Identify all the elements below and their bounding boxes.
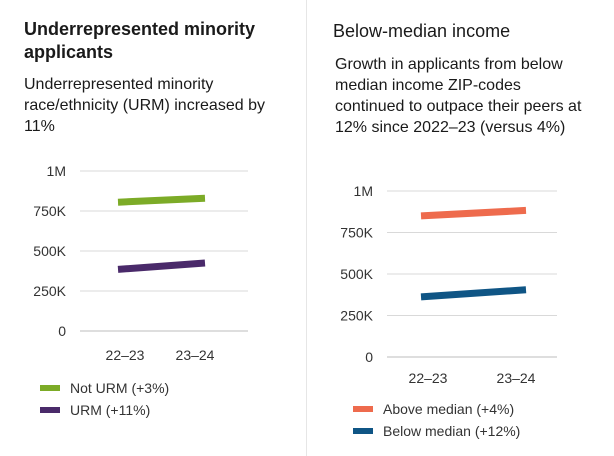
urm-y-tick-label: 1M — [47, 163, 66, 179]
income-panel: Below-median income Growth in applicants… — [307, 0, 614, 456]
urm-legend-label: URM (+11%) — [70, 402, 151, 418]
panel-divider — [306, 0, 307, 456]
income-chart-subtitle: Growth in applicants from below median i… — [335, 56, 582, 136]
income-legend-swatch — [353, 406, 373, 412]
urm-legend-item: URM (+11%) — [40, 399, 169, 421]
income-line-chart: 0 250K 500K 750K 1M 22–23 23–24 — [340, 183, 557, 386]
urm-legend: Not URM (+3%) URM (+11%) — [40, 377, 169, 421]
urm-series-line-2 — [117, 259, 206, 273]
income-y-tick-label: 500K — [340, 266, 373, 282]
urm-legend-swatch — [40, 407, 60, 413]
income-y-tick-label: 1M — [354, 183, 373, 199]
urm-chart-title: Underrepresented minority applicants — [24, 19, 256, 62]
income-legend-label: Below median (+12%) — [383, 423, 521, 439]
urm-y-tick-label: 250K — [33, 283, 66, 299]
income-y-tick-label: 250K — [340, 308, 373, 324]
income-legend-item: Below median (+12%) — [353, 420, 520, 442]
income-x-tick-label: 22–23 — [409, 370, 448, 386]
urm-x-tick-label: 22–23 — [106, 347, 145, 363]
urm-legend-label: Not URM (+3%) — [70, 380, 170, 396]
urm-series-line-1 — [117, 194, 206, 206]
income-legend-label: Above median (+4%) — [383, 401, 515, 417]
urm-y-tick-label: 500K — [33, 243, 66, 259]
income-x-tick-label: 23–24 — [497, 370, 536, 386]
urm-panel: Underrepresented minority applicants Und… — [0, 0, 306, 456]
urm-y-tick-label: 750K — [33, 203, 66, 219]
urm-x-tick-label: 23–24 — [176, 347, 215, 363]
urm-y-tick-label: 0 — [58, 323, 66, 339]
income-y-tick-label: 750K — [340, 225, 373, 241]
urm-legend-swatch — [40, 385, 60, 391]
urm-legend-item: Not URM (+3%) — [40, 377, 169, 399]
income-legend: Above median (+4%) Below median (+12%) — [353, 398, 520, 442]
urm-chart-subtitle: Underrepresented minority race/ethnicity… — [24, 76, 265, 135]
income-series-line-2 — [420, 286, 527, 301]
income-series-line-1 — [420, 206, 527, 220]
income-chart-title: Below-median income — [333, 21, 511, 41]
income-y-tick-label: 0 — [365, 349, 373, 365]
income-legend-swatch — [353, 428, 373, 434]
urm-line-chart: 0 250K 500K 750K 1M 22–23 23–24 — [33, 163, 248, 363]
income-legend-item: Above median (+4%) — [353, 398, 520, 420]
